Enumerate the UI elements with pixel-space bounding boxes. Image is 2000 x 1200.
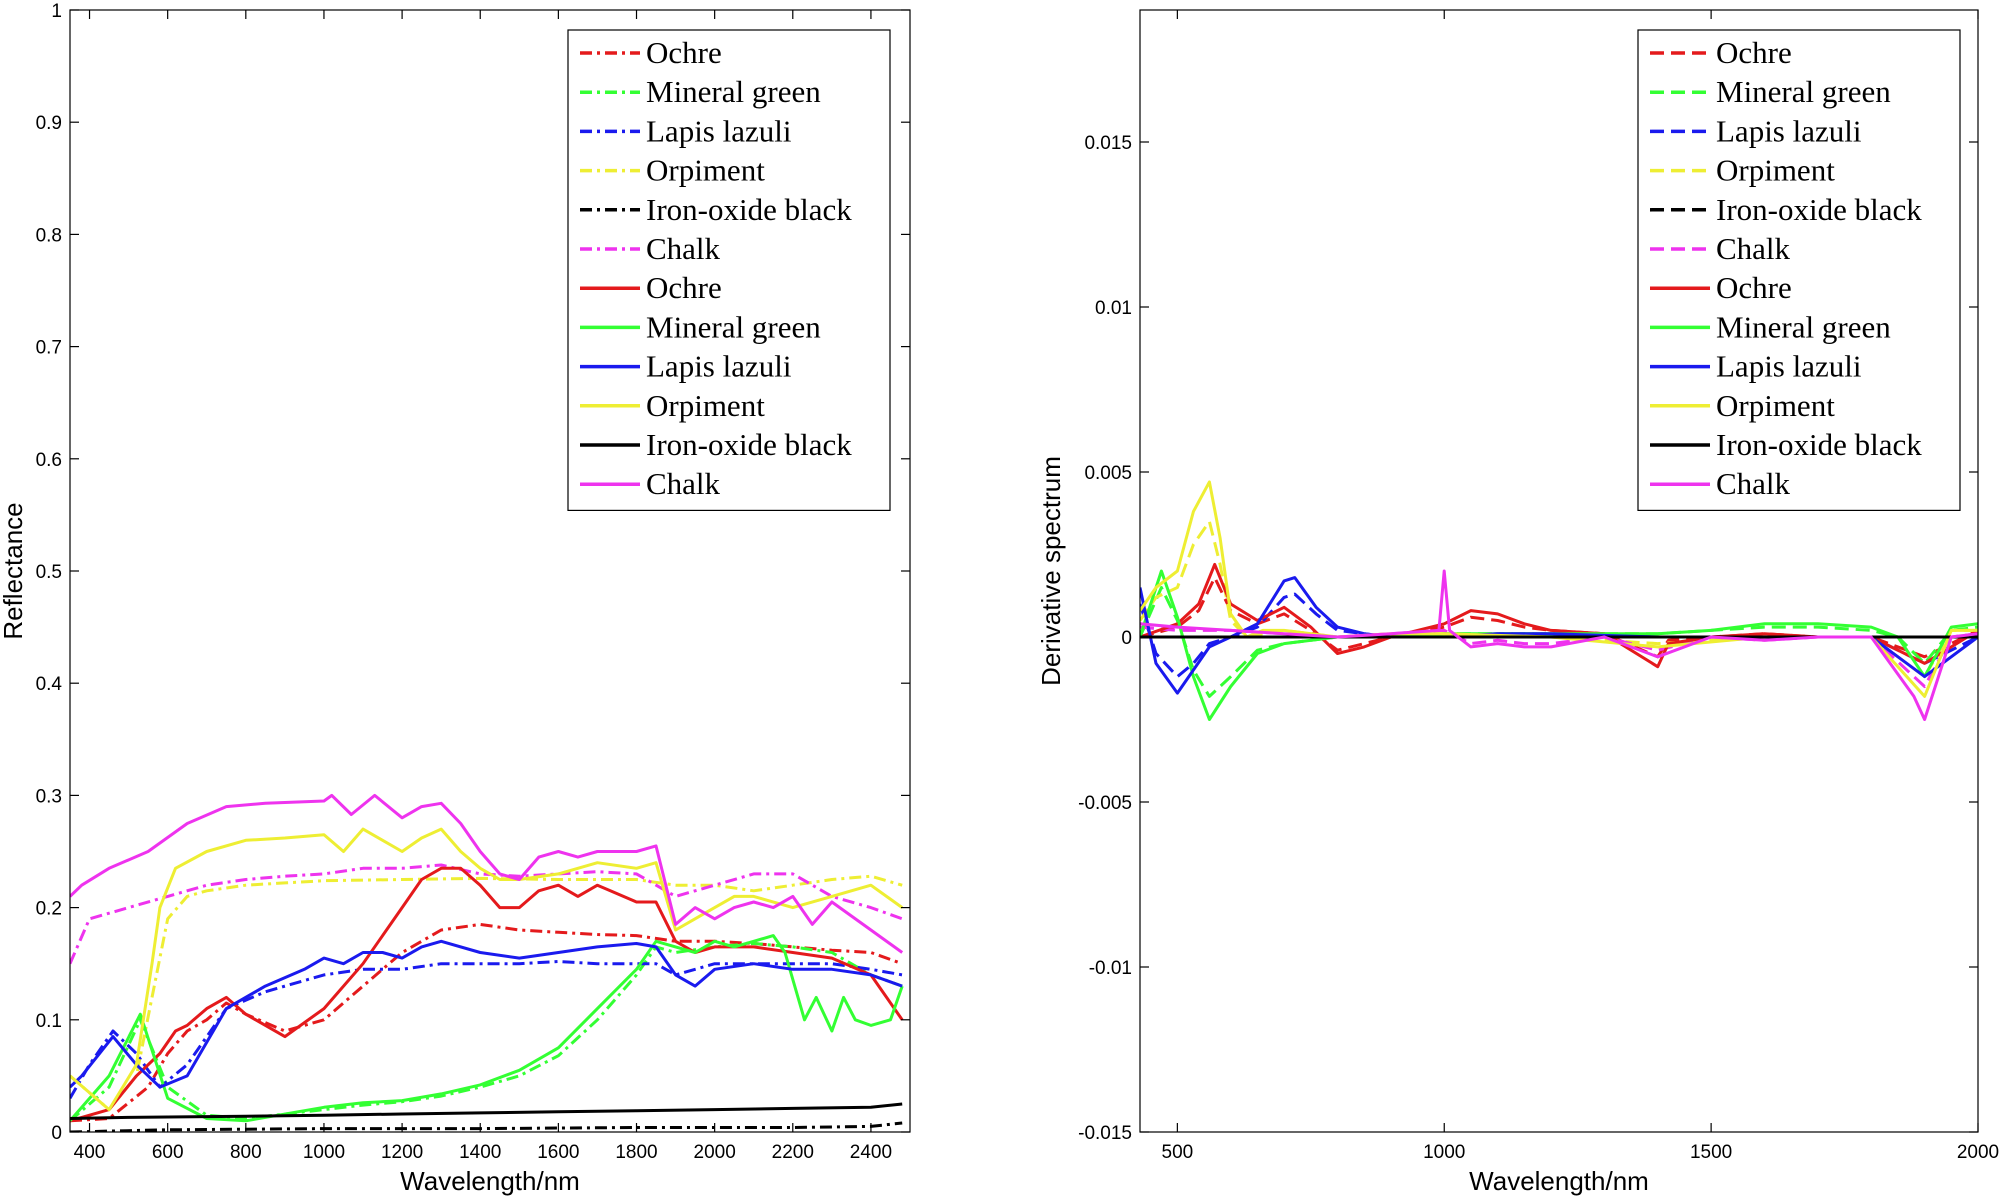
legend-label: Ochre xyxy=(1716,35,1792,70)
y-tick-label: 0.2 xyxy=(36,899,62,920)
x-tick-label: 2000 xyxy=(1957,1142,1999,1163)
legend-label: Mineral green xyxy=(646,309,821,344)
x-tick-label: 400 xyxy=(74,1142,106,1163)
series-line-dashed-mineral-green xyxy=(1140,586,1978,698)
series-group xyxy=(1140,480,1978,721)
chart-panel-1: 400 600 800 1000 1200 1400 1600 1800 2000 2200 240… xyxy=(0,1,911,1196)
series-line-solid-chalk xyxy=(1140,569,1978,721)
x-tick-label: 2200 xyxy=(772,1142,814,1163)
series-line-solid-orpiment xyxy=(70,827,904,1112)
series-line-dashdot-lapis-lazuli xyxy=(70,960,903,1100)
legend-label: Iron-oxide black xyxy=(646,427,852,462)
x-tick-label: 1600 xyxy=(537,1142,579,1163)
legend-label: Mineral green xyxy=(1716,309,1891,344)
x-tick-label: 2000 xyxy=(694,1142,736,1163)
y-tick-label: 0.4 xyxy=(36,674,63,695)
x-tick-label: 500 xyxy=(1162,1142,1194,1163)
legend-label: Iron-oxide black xyxy=(646,192,852,227)
x-tick-label: 1000 xyxy=(303,1142,345,1163)
legend-label: Orpiment xyxy=(646,388,765,423)
y-tick-label: 0.3 xyxy=(36,786,62,807)
series-line-dashdot-mineral-green xyxy=(70,942,903,1122)
x-tick-label: 1000 xyxy=(1423,1142,1465,1163)
y-tick-label: -0.015 xyxy=(1078,1123,1132,1144)
y-tick-label: 0.7 xyxy=(36,338,62,359)
series-line-dashdot-orpiment xyxy=(70,874,903,1112)
y-tick-label: 0.5 xyxy=(36,562,62,583)
x-tick-label: 2400 xyxy=(850,1142,892,1163)
legend-box xyxy=(567,29,891,511)
y-tick-label: 1 xyxy=(51,1,62,22)
legend-label: Lapis lazuli xyxy=(646,113,792,148)
legend-label: Orpiment xyxy=(1716,153,1835,188)
legend-label: Ochre xyxy=(646,35,722,70)
y-tick-label: 0 xyxy=(51,1123,62,1144)
legend-label: Lapis lazuli xyxy=(1716,349,1862,384)
legend-box xyxy=(1637,29,1961,511)
legend-label: Chalk xyxy=(1716,466,1791,501)
legend: Ochre Mineral green Lapis lazuli Orpiment Ir… xyxy=(567,29,891,511)
x-tick-label: 1200 xyxy=(381,1142,423,1163)
series-line-dashdot-iron-oxide-black xyxy=(70,1121,903,1132)
y-tick-label: 0 xyxy=(1121,628,1132,649)
series-group xyxy=(70,793,904,1132)
chart-panel-2: 500 1000 1500 2000 -0.015 -0.01 -0.005 0 0.005 0.… xyxy=(1036,9,1999,1196)
legend-label: Iron-oxide black xyxy=(1716,192,1922,227)
y-tick-label: 0.9 xyxy=(36,113,62,134)
series-line-dashed-orpiment xyxy=(1140,520,1978,679)
y-axis-label: Derivative spectrum xyxy=(1036,456,1066,686)
legend-label: Iron-oxide black xyxy=(1716,427,1922,462)
y-tick-label: 0.005 xyxy=(1084,463,1132,484)
x-tick-label: 1800 xyxy=(615,1142,657,1163)
series-line-solid-chalk xyxy=(70,793,904,954)
y-tick-label: 0.015 xyxy=(1084,133,1132,154)
legend-label: Ochre xyxy=(646,270,722,305)
legend-label: Ochre xyxy=(1716,270,1792,305)
x-tick-label: 800 xyxy=(230,1142,262,1163)
series-line-solid-ochre xyxy=(70,866,904,1123)
series-line-solid-lapis-lazuli xyxy=(70,939,903,1089)
y-tick-label: -0.01 xyxy=(1089,958,1132,979)
series-line-solid-iron-oxide-black xyxy=(70,1102,903,1120)
series-line-solid-mineral-green xyxy=(70,934,904,1123)
series-line-dashdot-ochre xyxy=(70,922,903,1123)
legend-label: Mineral green xyxy=(1716,74,1891,109)
legend-label: Lapis lazuli xyxy=(646,349,792,384)
plot-frame xyxy=(1139,9,1979,1133)
y-tick-label: 0.1 xyxy=(36,1011,62,1032)
x-tick-label: 1500 xyxy=(1690,1142,1732,1163)
x-axis-label: Wavelength/nm xyxy=(400,1166,580,1196)
legend-label: Chalk xyxy=(646,466,721,501)
legend-label: Mineral green xyxy=(646,74,821,109)
y-tick-label: -0.005 xyxy=(1078,793,1132,814)
series-line-solid-lapis-lazuli xyxy=(1140,576,1978,695)
legend-label: Orpiment xyxy=(646,153,765,188)
x-tick-label: 600 xyxy=(152,1142,184,1163)
legend-label: Chalk xyxy=(646,231,721,266)
y-tick-label: 0.6 xyxy=(36,450,62,471)
x-axis-label: Wavelength/nm xyxy=(1469,1166,1649,1196)
legend-label: Orpiment xyxy=(1716,388,1835,423)
legend-label: Chalk xyxy=(1716,231,1791,266)
legend: Ochre Mineral green Lapis lazuli Orpiment Ir… xyxy=(1637,29,1961,511)
y-axis-label: Reflectance xyxy=(0,502,28,639)
y-tick-label: 0.8 xyxy=(36,225,62,246)
x-tick-label: 1400 xyxy=(459,1142,501,1163)
y-tick-label: 0.01 xyxy=(1095,298,1132,319)
series-line-solid-orpiment xyxy=(1140,480,1978,698)
legend-label: Lapis lazuli xyxy=(1716,113,1862,148)
